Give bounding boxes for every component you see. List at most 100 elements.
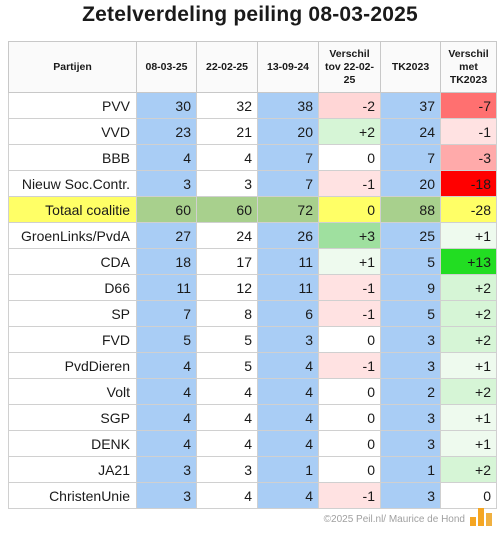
seats-13-09-24: 4 <box>257 430 319 457</box>
diff-tk2023: +2 <box>440 378 497 405</box>
header-tk2023: TK2023 <box>380 41 441 93</box>
header-13-09-24: 13-09-24 <box>257 41 319 93</box>
diff-tk2023: +2 <box>440 456 497 483</box>
table-body: PVV 30 32 38 -2 37 -7 VVD 23 21 20 +2 24 -1 BBB 4 4 7 0 7 -3… <box>8 92 497 509</box>
diff-22-02-25: +2 <box>318 118 381 145</box>
seats-tk2023: 3 <box>380 326 441 353</box>
party-name: VVD <box>8 118 137 145</box>
seats-22-02-25: 60 <box>196 196 258 223</box>
party-name: PvdDieren <box>8 352 137 379</box>
seats-tk2023: 24 <box>380 118 441 145</box>
seats-08-03-25: 4 <box>136 430 197 457</box>
seats-22-02-25: 4 <box>196 378 258 405</box>
diff-22-02-25: 0 <box>318 456 381 483</box>
header-verschil-22-02-25: Verschil tov 22-02-25 <box>318 41 381 93</box>
seats-08-03-25: 7 <box>136 300 197 327</box>
seats-08-03-25: 4 <box>136 352 197 379</box>
seats-08-03-25: 30 <box>136 92 197 119</box>
seats-08-03-25: 4 <box>136 144 197 171</box>
party-row: PvdDieren 4 5 4 -1 3 +1 <box>8 352 497 379</box>
seats-22-02-25: 17 <box>196 248 258 275</box>
diff-tk2023: +2 <box>440 326 497 353</box>
seats-13-09-24: 4 <box>257 482 319 509</box>
diff-22-02-25: +3 <box>318 222 381 249</box>
seats-22-02-25: 4 <box>196 404 258 431</box>
seats-22-02-25: 3 <box>196 170 258 197</box>
seats-08-03-25: 11 <box>136 274 197 301</box>
diff-22-02-25: -1 <box>318 352 381 379</box>
seats-08-03-25: 3 <box>136 482 197 509</box>
party-row: CDA 18 17 11 +1 5 +13 <box>8 248 497 275</box>
seats-08-03-25: 60 <box>136 196 197 223</box>
party-row: PVV 30 32 38 -2 37 -7 <box>8 92 497 119</box>
seats-22-02-25: 5 <box>196 352 258 379</box>
party-name: FVD <box>8 326 137 353</box>
diff-22-02-25: -1 <box>318 300 381 327</box>
page-title: Zetelverdeling peiling 08-03-2025 <box>82 3 418 26</box>
seats-08-03-25: 23 <box>136 118 197 145</box>
diff-tk2023: 0 <box>440 482 497 509</box>
seats-tk2023: 88 <box>380 196 441 223</box>
diff-tk2023: +1 <box>440 352 497 379</box>
diff-22-02-25: -2 <box>318 92 381 119</box>
party-row: Volt 4 4 4 0 2 +2 <box>8 378 497 405</box>
diff-22-02-25: 0 <box>318 404 381 431</box>
diff-tk2023: -7 <box>440 92 497 119</box>
seats-22-02-25: 21 <box>196 118 258 145</box>
diff-tk2023: +1 <box>440 404 497 431</box>
seats-tk2023: 7 <box>380 144 441 171</box>
seats-tk2023: 20 <box>380 170 441 197</box>
seats-08-03-25: 18 <box>136 248 197 275</box>
party-name: Nieuw Soc.Contr. <box>8 170 137 197</box>
party-row: GroenLinks/PvdA 27 24 26 +3 25 +1 <box>8 222 497 249</box>
seats-22-02-25: 4 <box>196 482 258 509</box>
party-name: Volt <box>8 378 137 405</box>
seats-tk2023: 3 <box>380 482 441 509</box>
diff-22-02-25: -1 <box>318 482 381 509</box>
diff-tk2023: -3 <box>440 144 497 171</box>
party-name: PVV <box>8 92 137 119</box>
seats-tk2023: 25 <box>380 222 441 249</box>
party-name: JA21 <box>8 456 137 483</box>
seats-13-09-24: 1 <box>257 456 319 483</box>
party-row: D66 11 12 11 -1 9 +2 <box>8 274 497 301</box>
seats-tk2023: 5 <box>380 248 441 275</box>
party-name: BBB <box>8 144 137 171</box>
diff-22-02-25: 0 <box>318 326 381 353</box>
seats-tk2023: 2 <box>380 378 441 405</box>
party-name: CDA <box>8 248 137 275</box>
diff-22-02-25: +1 <box>318 248 381 275</box>
seats-13-09-24: 26 <box>257 222 319 249</box>
seats-22-02-25: 5 <box>196 326 258 353</box>
seats-tk2023: 1 <box>380 456 441 483</box>
seats-22-02-25: 8 <box>196 300 258 327</box>
seats-22-02-25: 3 <box>196 456 258 483</box>
seats-13-09-24: 38 <box>257 92 319 119</box>
seats-22-02-25: 12 <box>196 274 258 301</box>
diff-tk2023: -18 <box>440 170 497 197</box>
diff-tk2023: +2 <box>440 274 497 301</box>
header-verschil-tk2023: Verschil met TK2023 <box>440 41 497 93</box>
diff-22-02-25: 0 <box>318 144 381 171</box>
seats-tk2023: 3 <box>380 430 441 457</box>
seats-13-09-24: 4 <box>257 352 319 379</box>
party-name: DENK <box>8 430 137 457</box>
seats-13-09-24: 7 <box>257 170 319 197</box>
header-22-02-25: 22-02-25 <box>196 41 258 93</box>
party-row: JA21 3 3 1 0 1 +2 <box>8 456 497 483</box>
seats-22-02-25: 24 <box>196 222 258 249</box>
party-name: ChristenUnie <box>8 482 137 509</box>
seats-13-09-24: 11 <box>257 274 319 301</box>
seats-tk2023: 3 <box>380 352 441 379</box>
seats-tk2023: 37 <box>380 92 441 119</box>
seats-13-09-24: 6 <box>257 300 319 327</box>
diff-22-02-25: 0 <box>318 378 381 405</box>
seats-13-09-24: 3 <box>257 326 319 353</box>
diff-tk2023: -1 <box>440 118 497 145</box>
seats-13-09-24: 20 <box>257 118 319 145</box>
diff-22-02-25: 0 <box>318 430 381 457</box>
party-name: D66 <box>8 274 137 301</box>
diff-tk2023: +13 <box>440 248 497 275</box>
seats-22-02-25: 4 <box>196 144 258 171</box>
party-row: DENK 4 4 4 0 3 +1 <box>8 430 497 457</box>
